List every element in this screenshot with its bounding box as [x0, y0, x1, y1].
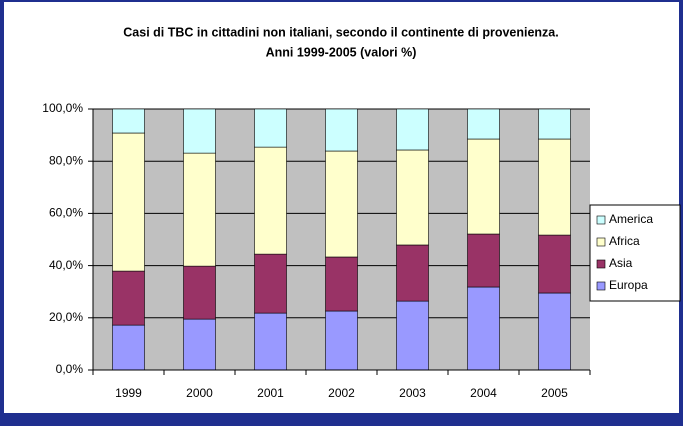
bar-segment — [112, 270, 145, 326]
bar-segment — [112, 108, 145, 134]
y-tick-label: 80,0% — [49, 153, 83, 167]
legend-label: America — [609, 212, 653, 226]
bar-segment — [112, 132, 145, 272]
bar-segment — [325, 256, 358, 312]
bar-segment — [325, 108, 358, 152]
x-tick-label: 1999 — [115, 386, 142, 400]
bar-segment — [183, 265, 216, 320]
bar-segment — [396, 108, 429, 151]
x-tick-label: 2000 — [186, 386, 213, 400]
bar-segment — [183, 108, 216, 154]
legend-swatch — [596, 237, 606, 247]
y-tick-label: 40,0% — [49, 258, 83, 272]
bar-segment — [538, 292, 571, 371]
x-tick-label: 2002 — [328, 386, 355, 400]
bar-segment — [467, 138, 500, 235]
bar-segment — [467, 286, 500, 371]
bar-segment — [396, 300, 429, 371]
y-tick-label: 20,0% — [49, 310, 83, 324]
legend-swatch — [596, 281, 606, 291]
legend-label: Asia — [609, 256, 633, 270]
bar-segment — [183, 152, 216, 267]
bar-segment — [538, 138, 571, 236]
bar-segment — [254, 108, 287, 148]
x-tick-label: 2003 — [399, 386, 426, 400]
bar-segment — [467, 108, 500, 140]
legend-label: Europa — [609, 278, 648, 292]
bar-segment — [538, 108, 571, 140]
y-tick-label: 0,0% — [56, 362, 84, 376]
x-tick-label: 2001 — [257, 386, 284, 400]
bar-segment — [254, 146, 287, 255]
bar-segment — [467, 233, 500, 288]
bar-segment — [396, 149, 429, 246]
y-tick-label: 100,0% — [42, 101, 83, 115]
bar-segment — [254, 253, 287, 314]
legend-label: Africa — [609, 234, 640, 248]
bar-segment — [254, 312, 287, 371]
legend-swatch — [596, 215, 606, 225]
x-tick-label: 2004 — [470, 386, 497, 400]
y-tick-label: 60,0% — [49, 206, 83, 220]
chart-title: Casi di TBC in cittadini non italiani, s… — [123, 25, 558, 39]
bar-segment — [396, 244, 429, 302]
x-tick-label: 2005 — [541, 386, 568, 400]
bar-segment — [112, 324, 145, 371]
legend-swatch — [596, 259, 606, 269]
bar-segment — [325, 150, 358, 258]
bar-segment — [183, 318, 216, 371]
bar-segment — [538, 234, 571, 294]
chart-title: Anni 1999-2005 (valori %) — [266, 45, 417, 59]
bar-segment — [325, 310, 358, 371]
